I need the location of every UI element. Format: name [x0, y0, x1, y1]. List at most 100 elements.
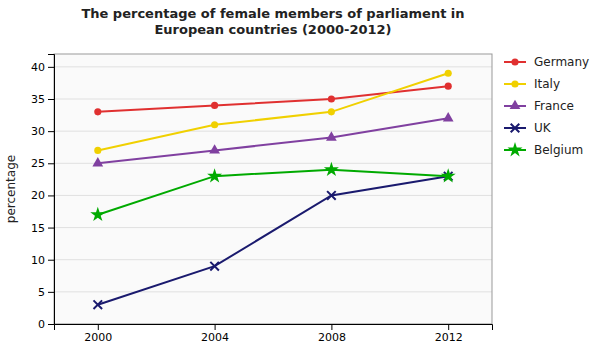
tick-mark — [48, 260, 54, 261]
grid-line — [54, 227, 492, 228]
point — [209, 144, 220, 153]
series-line — [98, 170, 448, 215]
point — [92, 157, 103, 166]
point — [443, 112, 454, 121]
marks — [90, 70, 455, 309]
tick-label: 2004 — [201, 331, 229, 344]
tick: 0 — [38, 318, 54, 331]
tick-mark — [215, 324, 216, 330]
tick: 5 — [38, 286, 54, 299]
tick-label: 10 — [31, 254, 45, 267]
point — [327, 191, 336, 200]
tick: 30 — [31, 125, 54, 138]
tick-mark — [48, 324, 54, 325]
tick: 2000 — [84, 324, 112, 344]
tick-label: 15 — [31, 222, 45, 235]
tick-mark — [48, 292, 54, 293]
tick-mark — [98, 324, 99, 330]
plot-frame — [54, 54, 492, 324]
legend-item: Italy — [504, 77, 560, 91]
tick: 2004 — [201, 324, 229, 344]
tick: 15 — [31, 222, 54, 235]
legend-item: UK — [504, 121, 552, 135]
grid-line — [54, 66, 492, 67]
tick-label: 2012 — [435, 331, 463, 344]
y-axis-label: percentage — [4, 155, 18, 223]
title: The percentage of female members of parl… — [81, 6, 464, 37]
grid-line — [54, 131, 492, 132]
tick-label: 35 — [31, 93, 45, 106]
grid-line — [54, 195, 492, 196]
legend-item: Germany — [504, 55, 589, 69]
tick-mark — [48, 67, 54, 68]
tick-label: 20 — [31, 189, 45, 202]
tick-mark — [448, 324, 449, 330]
tick-label: 30 — [31, 125, 45, 138]
tick-mark — [48, 228, 54, 229]
legend-marker — [507, 142, 522, 156]
point — [207, 168, 222, 182]
grid-line — [54, 259, 492, 260]
tick-label: 5 — [38, 286, 45, 299]
point — [441, 168, 456, 182]
plot-background — [54, 54, 492, 324]
tick: 2008 — [318, 324, 346, 344]
tick: 20 — [31, 189, 54, 202]
tick: 25 — [31, 157, 54, 170]
legend-marker — [511, 58, 518, 65]
series-line — [98, 73, 448, 150]
chart: 2000 2004 2008 2012 0 5 10 15 20 25 30 35 40 The perc… — [0, 0, 600, 352]
point — [93, 300, 102, 309]
point — [328, 95, 335, 102]
point — [211, 121, 218, 128]
legend-label: Germany — [534, 55, 589, 69]
axis-line — [48, 55, 55, 325]
point — [211, 102, 218, 109]
point — [94, 108, 101, 115]
legend-marker — [511, 124, 520, 133]
legend-marker — [511, 80, 518, 87]
series-line — [98, 176, 448, 305]
tick-mark — [48, 163, 54, 164]
tick-label: 40 — [31, 61, 45, 74]
tick-mark — [48, 195, 54, 196]
tick-label: 0 — [38, 318, 45, 331]
tick: 2012 — [435, 324, 463, 344]
point — [90, 207, 105, 221]
axis-line — [55, 325, 493, 331]
tick-mark — [48, 99, 54, 100]
point — [210, 262, 219, 271]
point — [94, 147, 101, 154]
tick-label: 2008 — [318, 331, 346, 344]
grid-line — [54, 99, 492, 100]
tick: 10 — [31, 254, 54, 267]
x-axis: 2000 2004 2008 2012 — [55, 324, 493, 344]
tick-mark — [48, 131, 54, 132]
legend-item: Belgium — [504, 142, 583, 157]
point — [445, 70, 452, 77]
plot: 2000 2004 2008 2012 0 5 10 15 20 25 30 35 40 — [31, 54, 493, 344]
legend-marker — [510, 100, 521, 109]
point — [324, 162, 339, 176]
tick-mark — [331, 324, 332, 330]
series-line — [98, 118, 448, 163]
legend-label: UK — [534, 121, 552, 135]
tick-label: 2000 — [84, 331, 112, 344]
grid-line — [54, 163, 492, 164]
grid-line — [54, 291, 492, 292]
title-line: European countries (2000-2012) — [154, 22, 391, 37]
tick: 40 — [31, 61, 54, 74]
legend-label: France — [534, 99, 574, 113]
title-line: The percentage of female members of parl… — [81, 6, 464, 21]
grid — [54, 67, 492, 324]
legend-label: Belgium — [534, 143, 583, 157]
tick-label: 25 — [31, 157, 45, 170]
point — [328, 108, 335, 115]
point — [445, 83, 452, 90]
y-axis: 0 5 10 15 20 25 30 35 40 — [31, 55, 55, 332]
legend-label: Italy — [534, 77, 560, 91]
legend-item: France — [504, 99, 574, 113]
tick: 35 — [31, 93, 54, 106]
legend: Germany Italy France UK Belgium — [504, 55, 589, 157]
point — [326, 131, 337, 140]
